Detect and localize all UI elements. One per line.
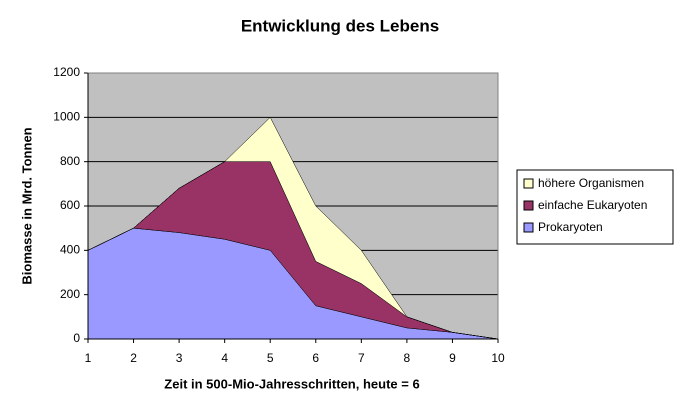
x-tick-label: 8 [404, 351, 411, 365]
y-tick-label: 1000 [53, 110, 80, 124]
y-tick-label: 600 [60, 198, 80, 212]
chart-title: Entwicklung des Lebens [241, 16, 439, 35]
legend-swatch [523, 200, 534, 211]
x-tick-label: 9 [449, 351, 456, 365]
y-axis-title: Biomasse in Mrd. Tonnen [19, 127, 34, 284]
y-tick-label: 0 [73, 331, 80, 345]
legend-label: höhere Organismen [538, 176, 644, 190]
x-tick-label: 10 [491, 351, 505, 365]
legend-label: Prokaryoten [538, 220, 603, 234]
x-tick-label: 3 [176, 351, 183, 365]
legend-label: einfache Eukaryoten [538, 198, 647, 212]
legend [516, 169, 674, 245]
x-tick-label: 7 [358, 351, 365, 365]
x-tick-label: 1 [85, 351, 92, 365]
x-tick-label: 6 [312, 351, 319, 365]
y-tick-label: 200 [60, 287, 80, 301]
y-tick-label: 800 [60, 154, 80, 168]
x-axis-title: Zeit in 500-Mio-Jahresschritten, heute =… [164, 376, 419, 391]
y-tick-label: 1200 [53, 65, 80, 79]
x-tick-label: 2 [130, 351, 137, 365]
legend-swatch [523, 222, 534, 233]
x-tick-label: 5 [267, 351, 274, 365]
legend-swatch [523, 178, 534, 189]
y-tick-label: 400 [60, 243, 80, 257]
x-tick-label: 4 [221, 351, 228, 365]
